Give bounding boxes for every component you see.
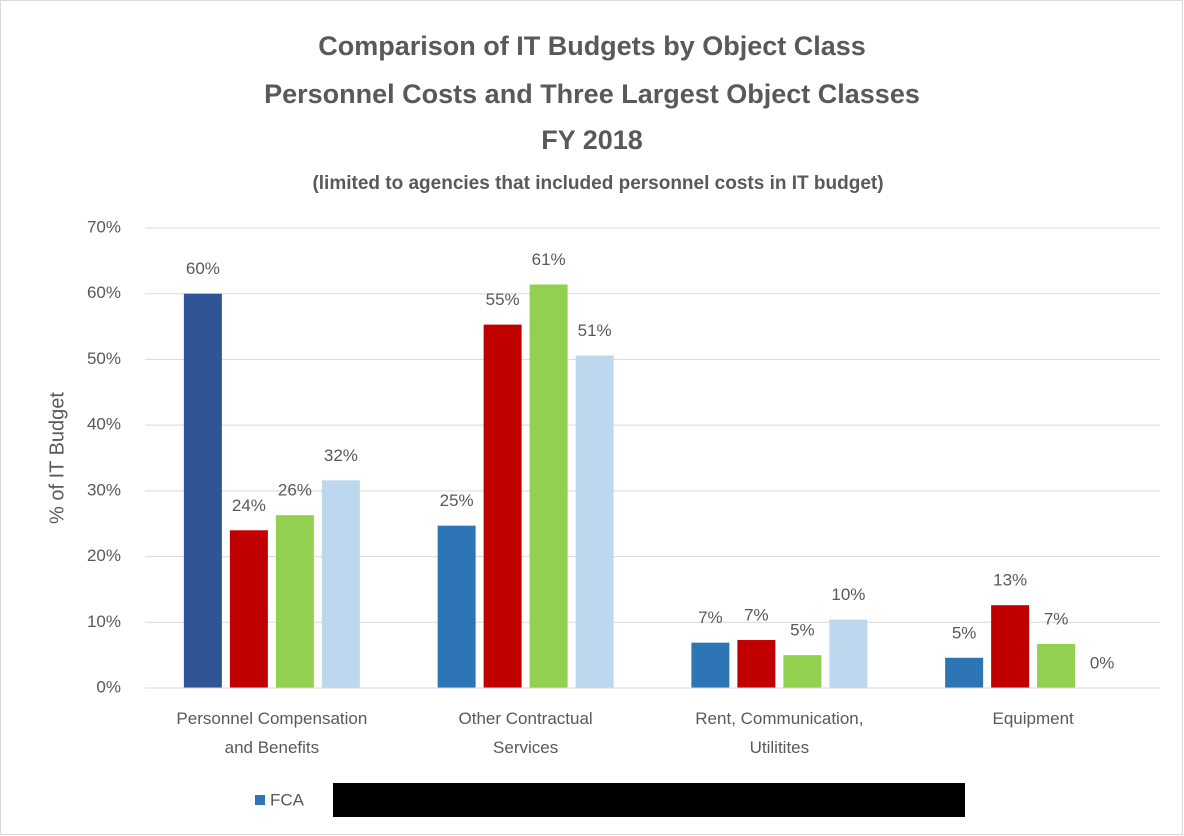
data-label: 24% <box>232 496 266 515</box>
bar <box>321 480 360 688</box>
bar <box>829 619 868 688</box>
y-tick-label: 30% <box>87 480 121 499</box>
data-label: 5% <box>952 623 977 642</box>
bar <box>183 293 222 688</box>
y-tick-label: 20% <box>87 546 121 565</box>
bar <box>945 657 984 688</box>
chart-title: FY 2018 <box>541 125 643 155</box>
redaction <box>333 783 965 817</box>
data-label: 25% <box>440 491 474 510</box>
bar <box>575 355 614 688</box>
bar <box>275 515 314 688</box>
bar <box>229 530 268 688</box>
data-label: 5% <box>790 621 815 640</box>
data-label: 10% <box>831 585 865 604</box>
data-label: 26% <box>278 481 312 500</box>
data-label: 32% <box>324 446 358 465</box>
bar <box>991 605 1030 688</box>
x-tick-label: Rent, Communication, Utilitites <box>695 709 863 757</box>
data-label: 51% <box>578 321 612 340</box>
data-label: 7% <box>698 608 723 627</box>
x-tick-label: Personnel Compensation and Benefits <box>176 709 367 757</box>
x-tick-label: Other Contractual Services <box>459 709 593 757</box>
y-tick-label: 10% <box>87 612 121 631</box>
chart-subtitle: (limited to agencies that included perso… <box>312 173 883 194</box>
y-tick-label: 70% <box>87 217 121 236</box>
bar <box>783 655 822 688</box>
bar <box>691 642 730 688</box>
data-label: 55% <box>486 290 520 309</box>
y-tick-label: 0% <box>96 677 121 696</box>
bar <box>483 324 522 688</box>
y-tick-label: 60% <box>87 283 121 302</box>
data-label: 7% <box>1044 609 1069 628</box>
data-label: 61% <box>532 250 566 269</box>
chart-title: Personnel Costs and Three Largest Object… <box>264 79 920 109</box>
legend-label: FCA <box>270 790 305 809</box>
bar <box>529 284 568 688</box>
y-tick-label: 50% <box>87 349 121 368</box>
data-label: 60% <box>186 259 220 278</box>
bar <box>1037 643 1076 688</box>
data-label: 7% <box>744 606 769 625</box>
y-axis-label: % of IT Budget <box>46 392 68 524</box>
data-label: 0% <box>1090 653 1115 672</box>
y-tick-label: 40% <box>87 415 121 434</box>
bar <box>437 525 476 688</box>
legend-swatch <box>255 795 265 805</box>
bar <box>737 640 776 688</box>
data-label: 13% <box>993 571 1027 590</box>
chart-title: Comparison of IT Budgets by Object Class <box>318 31 866 61</box>
x-tick-label: Equipment <box>992 709 1074 728</box>
